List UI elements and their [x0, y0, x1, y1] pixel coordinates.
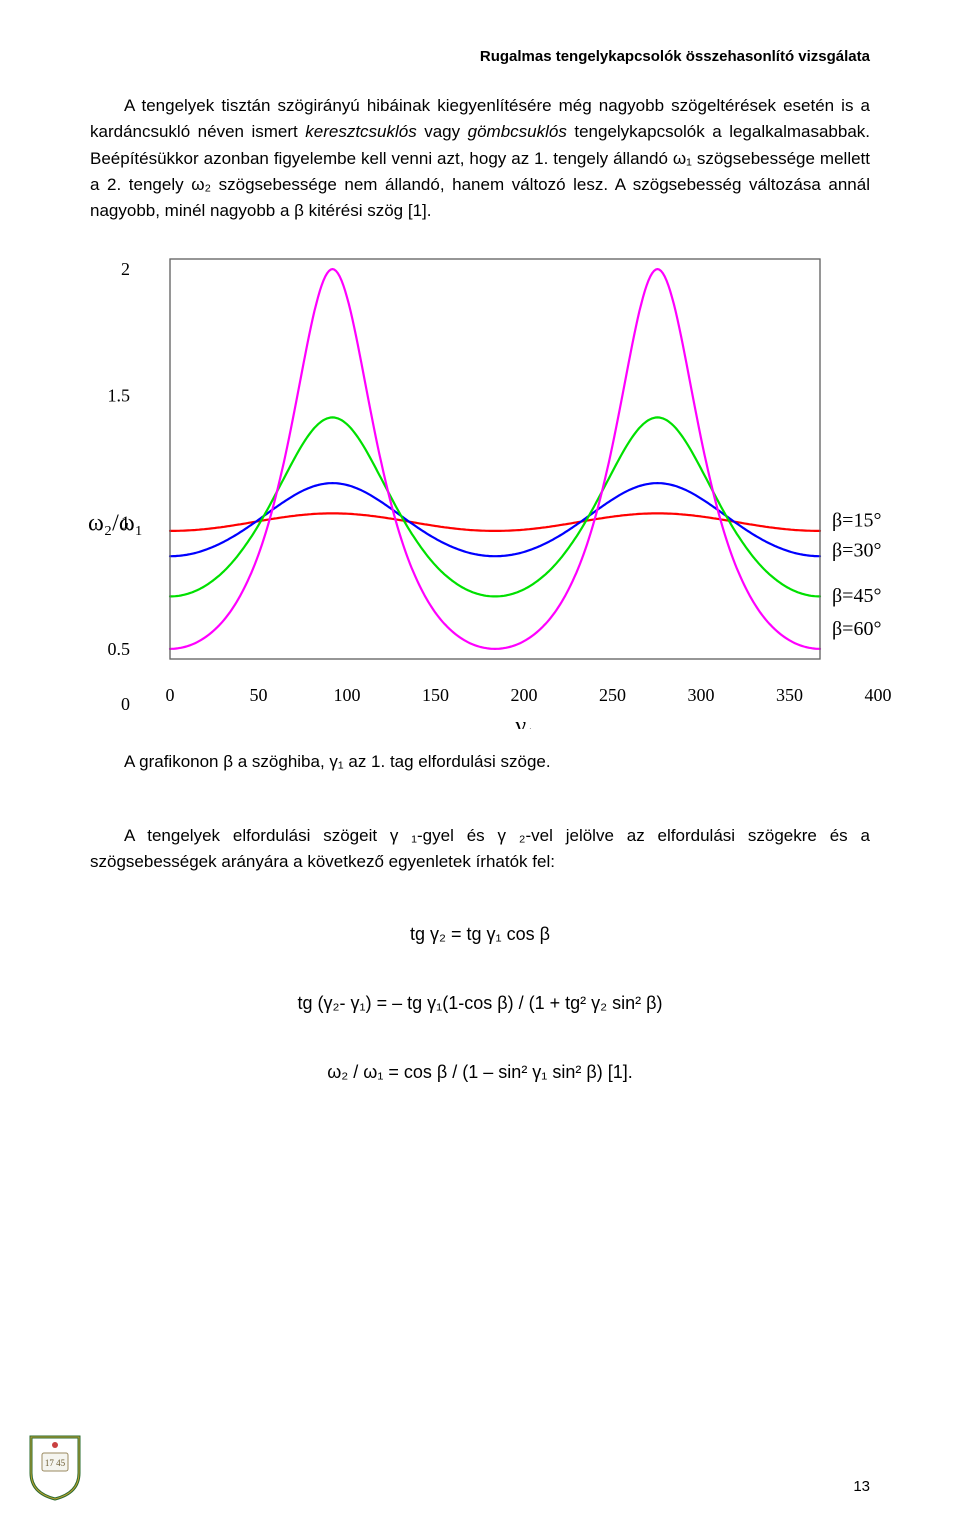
para1-b: keresztcsuklós — [305, 122, 416, 141]
equation-1: tg γ₂ = tg γ₁ cos β — [90, 924, 870, 945]
svg-text:17 45: 17 45 — [45, 1458, 66, 1468]
running-header: Rugalmas tengelykapcsolók összehasonlító… — [90, 48, 870, 65]
svg-text:2: 2 — [121, 259, 130, 279]
svg-text:1.5: 1.5 — [108, 385, 131, 405]
svg-text:0.5: 0.5 — [108, 639, 131, 659]
crest-icon: 17 45 — [26, 1431, 84, 1501]
svg-text:350: 350 — [776, 685, 803, 705]
para1-c: vagy — [417, 122, 468, 141]
svg-text:β=45°: β=45° — [832, 585, 881, 607]
ratio-chart: 00.511.52ω₂/ω₁β=15°β=30°β=45°β=60°050100… — [60, 239, 900, 729]
chart-caption: A grafikonon β a szöghiba, γ₁ az 1. tag … — [90, 749, 870, 775]
body-paragraph-1: A tengelyek tisztán szögirányú hibáinak … — [90, 93, 870, 225]
equation-2: tg (γ₂- γ₁) = – tg γ₁(1-cos β) / (1 + tg… — [90, 993, 870, 1014]
svg-text:400: 400 — [865, 685, 892, 705]
body-paragraph-2: A tengelyek elfordulási szögeit γ ₁-gyel… — [90, 823, 870, 876]
chart-figure: 00.511.52ω₂/ω₁β=15°β=30°β=45°β=60°050100… — [60, 239, 900, 729]
svg-text:300: 300 — [688, 685, 715, 705]
svg-text:100: 100 — [334, 685, 361, 705]
svg-text:250: 250 — [599, 685, 626, 705]
svg-text:50: 50 — [250, 685, 268, 705]
svg-text:0: 0 — [121, 694, 130, 714]
svg-text:β=30°: β=30° — [832, 539, 881, 561]
svg-text:β=60°: β=60° — [832, 618, 881, 640]
svg-text:0: 0 — [166, 685, 175, 705]
svg-text:γ₁: γ₁ — [515, 713, 535, 729]
para1-d: gömbcsuklós — [468, 122, 567, 141]
svg-text:150: 150 — [422, 685, 449, 705]
svg-text:ω₂/ω₁: ω₂/ω₁ — [88, 510, 143, 536]
page-number: 13 — [853, 1478, 870, 1495]
svg-text:200: 200 — [511, 685, 538, 705]
svg-text:β=15°: β=15° — [832, 509, 881, 531]
equation-3: ω₂ / ω₁ = cos β / (1 – sin² γ₁ sin² β) [… — [90, 1062, 870, 1083]
